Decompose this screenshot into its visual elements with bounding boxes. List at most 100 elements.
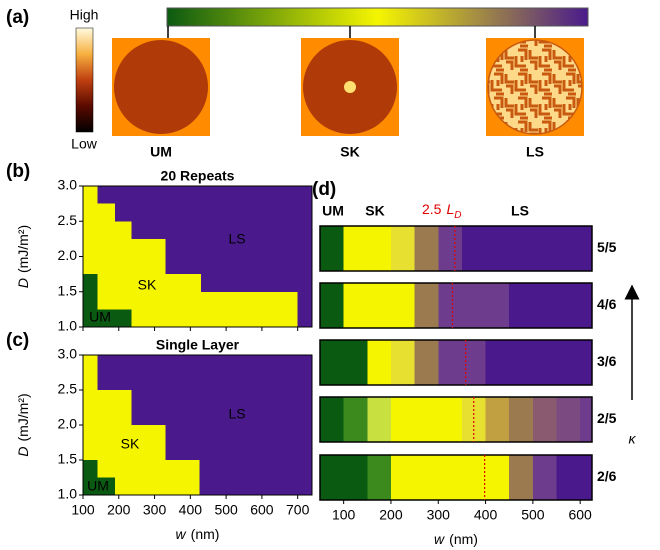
cell [415,283,439,328]
cell [557,283,581,328]
y-tick-label: 1.0 [58,486,78,502]
cell [438,283,462,328]
skyrmion [344,81,356,93]
ls-region [97,355,312,373]
um-disk [114,40,208,134]
cell [367,226,391,271]
cell [391,283,415,328]
x-tick-label: 300 [427,507,451,523]
axis-symbol: w [176,526,187,542]
x-tick-label: 600 [568,507,592,523]
cell [533,397,557,442]
sk-region [97,460,199,478]
y-tick-label: 2.0 [58,416,78,432]
cell [509,397,533,442]
ls-disk [488,40,582,134]
ls-region [131,221,312,239]
phase-label: SK [138,277,157,293]
cell [533,455,557,500]
cell [438,226,462,271]
cell [320,397,344,442]
axis-unit: (mJ/m²) [15,225,31,273]
ls-region [298,292,312,310]
x-tick-label: 100 [332,507,356,523]
ls-region [115,204,312,222]
um-region [83,274,97,292]
cell [415,226,439,271]
cell [486,455,510,500]
cell [320,226,344,271]
image-label: LS [526,144,544,160]
axis-symbol: w [434,531,445,547]
plot-title: Single Layer [156,337,240,353]
cell [580,283,592,328]
cell [557,340,581,385]
ls-region [131,408,312,426]
ls-region [199,478,312,496]
sk-region [83,373,97,391]
bar-label: 4/6 [597,296,617,312]
y-tick-label: 1.0 [58,318,78,334]
cell [367,283,391,328]
panel-label: (c) [6,330,29,351]
ls-region [165,425,312,443]
x-axis-label: w(nm) [434,531,478,547]
x-tick-label: 700 [286,502,310,518]
sk-region [83,239,165,257]
phase-header: UM [322,203,344,219]
cell [509,283,533,328]
sk-region [115,478,199,496]
cell [557,455,581,500]
cell [320,283,344,328]
cell [580,340,592,385]
cell [391,397,415,442]
phase-label: LS [228,406,245,422]
cell [509,340,533,385]
phase-header: SK [365,203,384,219]
y-tick-label: 2.0 [58,247,78,263]
sk-region [83,408,131,426]
ls-region [97,373,312,391]
cell [367,340,391,385]
x-tick-label: 200 [107,502,131,518]
cell [533,340,557,385]
cell [509,455,533,500]
y-tick-label: 2.5 [58,381,78,397]
arrow-label: κ [629,431,637,447]
x-tick-label: 500 [521,507,545,523]
ld-subscript: D [454,210,461,221]
cell [320,340,344,385]
cell [320,455,344,500]
y-tick-label: 3.0 [58,346,78,362]
cell [344,455,368,500]
cell [557,397,581,442]
cell [462,397,486,442]
phase-label: LS [228,231,245,247]
x-tick-label: 600 [250,502,274,518]
x-tick-label: 400 [179,502,203,518]
panel-label: (a) [6,7,29,28]
sk-region [131,309,297,327]
cell [462,226,486,271]
cell [367,397,391,442]
phase-header: LS [511,203,529,219]
cell [462,283,486,328]
image-label: UM [150,144,172,160]
cell [486,397,510,442]
connectors [168,26,535,38]
cell [486,226,510,271]
axis-unit: (nm) [191,526,220,542]
cell [486,340,510,385]
phase-label: SK [121,436,140,452]
cell [344,397,368,442]
x-tick-label: 300 [143,502,167,518]
cell [533,226,557,271]
panel-label: (b) [6,161,30,182]
cell [344,226,368,271]
ls-region [131,390,312,408]
cell [391,226,415,271]
sk-region [83,355,97,373]
x-tick-label: 200 [379,507,403,523]
cell [438,455,462,500]
